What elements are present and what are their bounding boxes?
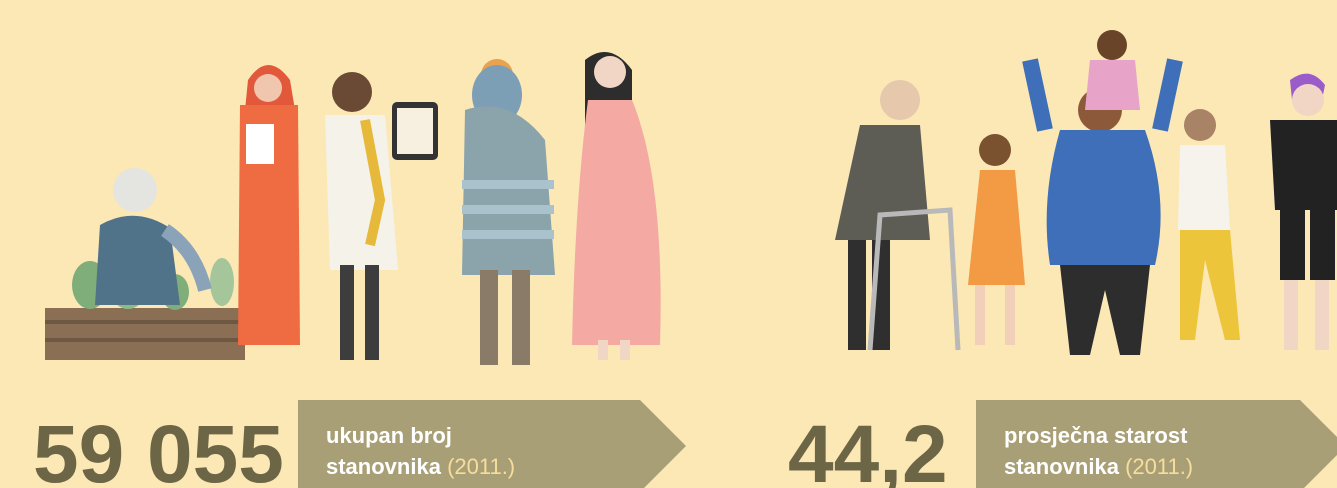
illustration-left: [45, 52, 661, 365]
stat-number: 44,2: [788, 409, 948, 488]
label-banner: [298, 400, 686, 488]
stat-label-line: stanovnika: [326, 454, 442, 479]
stat-label-line: stanovnika: [1004, 454, 1120, 479]
stat-label: stanovnika (2011.): [326, 454, 515, 479]
stat-year: (2011.): [1125, 454, 1193, 479]
label-banner: [976, 400, 1337, 488]
stat-year: (2011.): [447, 454, 515, 479]
stat-label: ukupan broj: [326, 423, 452, 448]
stat-label: stanovnika (2011.): [1004, 454, 1193, 479]
stat-label: prosječna starost: [1004, 423, 1188, 448]
stat-number: 59 055: [33, 409, 284, 488]
illustration-right: [835, 30, 1337, 355]
